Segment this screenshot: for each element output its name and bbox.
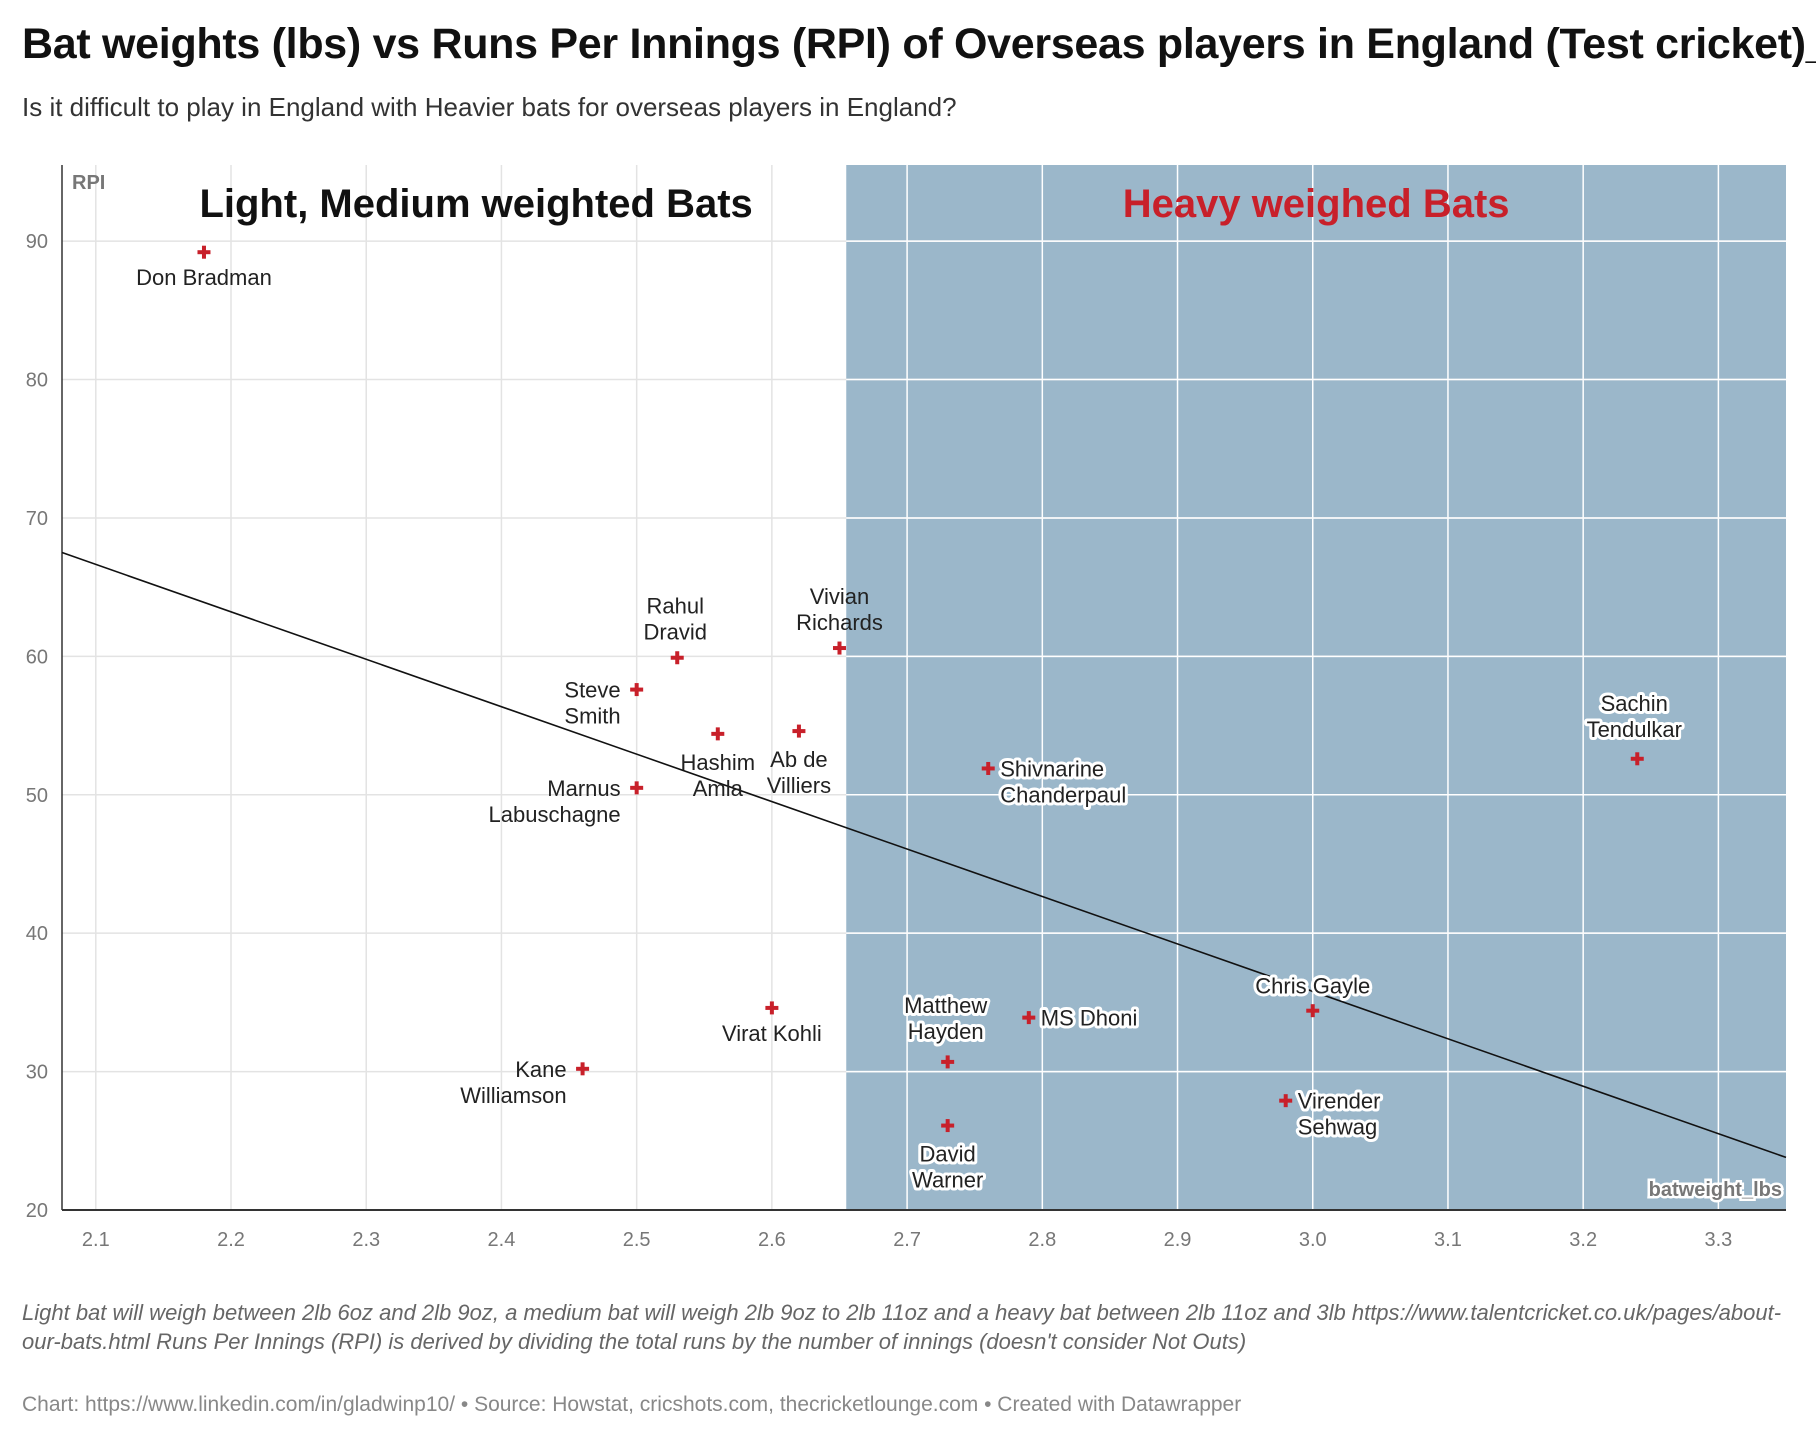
data-point-shivnarine-chanderpaul	[981, 761, 995, 775]
chart-title: Bat weights (lbs) vs Runs Per Innings (R…	[22, 20, 1816, 68]
x-tick-label: 2.4	[488, 1229, 516, 1251]
data-point-v-david-warner	[945, 1119, 950, 1133]
y-tick-label: 90	[26, 231, 48, 253]
data-point-v-chris-gayle	[1310, 1004, 1315, 1018]
x-tick-label: 2.1	[82, 1229, 110, 1251]
point-label-shivnarine-chanderpaul: Shivnarine Chanderpaul	[1000, 756, 1126, 807]
data-point-v-matthew-hayden	[945, 1055, 950, 1069]
x-axis-title: batweight_lbs	[1649, 1179, 1782, 1201]
point-label-marnus-labuschagne: Marnus Labuschagne	[489, 776, 621, 827]
x-tick-label: 3.0	[1299, 1229, 1327, 1251]
region-title-heavy: Heavy weighed Bats	[1123, 182, 1510, 226]
x-tick-label: 2.6	[758, 1229, 786, 1251]
x-tick-label: 3.3	[1704, 1229, 1732, 1251]
data-point-ab-de-villiers	[792, 724, 806, 738]
x-tick-label: 2.5	[623, 1229, 651, 1251]
x-tick-label: 3.1	[1434, 1229, 1462, 1251]
data-point-vivian-richards	[832, 641, 846, 655]
data-point-chris-gayle	[1306, 1004, 1320, 1018]
data-point-v-marnus-labuschagne	[634, 781, 639, 795]
point-label-hashim-amla: Hashim Amla	[681, 750, 756, 801]
region-title-light-medium: Light, Medium weighted Bats	[199, 182, 752, 226]
scatter-chart: 2.1 2.2 2.3 2.4 2.5 2.6 2.7 2.8 2.9 3.0 3.1 3.2 3.3 2…	[26, 165, 1787, 1251]
point-label-vivian-richards: Vivian Richards	[796, 584, 883, 635]
data-point-v-ms-dhoni	[1026, 1011, 1031, 1025]
notes-text: Light bat will weigh between 2lb 6oz and…	[22, 1300, 1782, 1354]
point-label-don-bradman: Don Bradman	[136, 265, 272, 290]
point-label-matthew-hayden: Matthew Hayden	[904, 993, 987, 1044]
data-point-v-ab-de-villiers	[796, 724, 801, 738]
y-tick-label: 60	[26, 646, 48, 668]
point-label-kane-williamson: Kane Williamson	[460, 1057, 566, 1108]
point-label-david-warner: David Warner	[912, 1142, 983, 1193]
data-point-don-bradman	[197, 245, 211, 259]
data-point-v-shivnarine-chanderpaul	[986, 761, 991, 775]
trend-line	[61, 551, 1787, 1159]
y-tick-label: 30	[26, 1062, 48, 1084]
x-tick-label: 2.2	[217, 1229, 245, 1251]
chart-notes: Light bat will weigh between 2lb 6oz and…	[22, 1298, 1792, 1356]
data-point-v-sachin-tendulkar	[1635, 752, 1640, 766]
data-point-marnus-labuschagne	[630, 781, 644, 795]
point-label-ab-de-villiers: Ab de Villiers	[767, 747, 831, 798]
x-tick-label: 3.2	[1569, 1229, 1597, 1251]
data-point-david-warner	[941, 1119, 955, 1133]
x-tick-label: 2.9	[1164, 1229, 1192, 1251]
chart-subtitle: Is it difficult to play in England with …	[22, 92, 957, 122]
data-point-v-don-bradman	[201, 245, 206, 259]
y-axis-title: RPI	[72, 172, 105, 194]
data-point-kane-williamson	[576, 1062, 590, 1076]
data-point-matthew-hayden	[941, 1055, 955, 1069]
y-tick-label: 80	[26, 370, 48, 392]
region-light-medium-weighted-bats	[62, 165, 847, 1210]
x-tick-label: 2.3	[352, 1229, 380, 1251]
point-label-steve-smith: Steve Smith	[564, 678, 620, 729]
point-label-virat-kohli: Virat Kohli	[722, 1021, 822, 1046]
y-tick-label: 20	[26, 1200, 48, 1222]
data-point-v-virat-kohli	[769, 1001, 774, 1015]
point-label-sachin-tendulkar: Sachin Tendulkar	[1587, 691, 1682, 742]
point-label-rahul-dravid: Rahul Dravid	[643, 594, 707, 645]
data-point-ms-dhoni	[1022, 1011, 1036, 1025]
data-point-virender-sehwag	[1279, 1094, 1293, 1108]
data-point-steve-smith	[630, 683, 644, 697]
data-point-v-rahul-dravid	[675, 651, 680, 665]
point-label-chris-gayle: Chris Gayle	[1255, 974, 1370, 999]
chart-credit: Chart: https://www.linkedin.com/in/gladw…	[22, 1393, 1242, 1416]
point-label-virender-sehwag: Virender Sehwag	[1298, 1089, 1381, 1140]
x-tick-label: 2.8	[1028, 1229, 1056, 1251]
data-point-v-steve-smith	[634, 683, 639, 697]
data-point-rahul-dravid	[670, 651, 684, 665]
data-point-v-vivian-richards	[837, 641, 842, 655]
data-point-v-hashim-amla	[715, 727, 720, 741]
point-label-ms-dhoni: MS Dhoni	[1041, 1006, 1138, 1031]
data-point-virat-kohli	[765, 1001, 779, 1015]
data-point-v-kane-williamson	[580, 1062, 585, 1076]
y-tick-label: 50	[26, 785, 48, 807]
y-tick-label: 70	[26, 508, 48, 530]
y-tick-label: 40	[26, 923, 48, 945]
region-heavy-weighed-bats	[846, 165, 1786, 1210]
data-point-v-virender-sehwag	[1283, 1094, 1288, 1108]
data-point-hashim-amla	[711, 727, 725, 741]
x-tick-label: 2.7	[893, 1229, 921, 1251]
data-point-sachin-tendulkar	[1630, 752, 1644, 766]
